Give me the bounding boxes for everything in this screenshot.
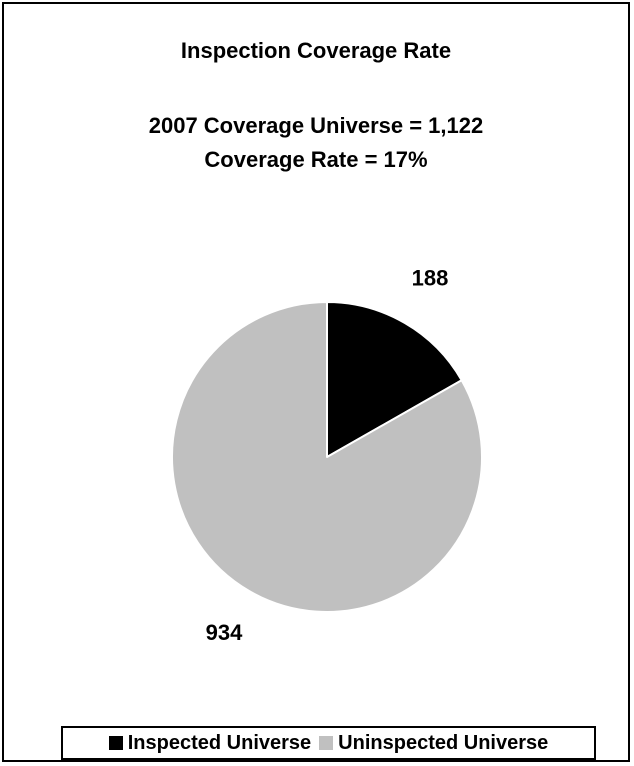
legend-swatch-inspected <box>108 736 123 750</box>
chart-title: Inspection Coverage Rate <box>180 38 452 63</box>
legend-label-uninspected: Uninspected Universe <box>338 731 549 754</box>
legend-label-inspected: Inspected Universe <box>127 731 312 754</box>
legend-swatch-uninspected <box>319 736 334 750</box>
chart-subtitle-rate: Coverage Rate = 17% <box>204 147 428 172</box>
legend-item-inspected: Inspected Universe <box>108 731 312 755</box>
data-label-uninspected: 934 <box>206 620 243 645</box>
legend: Inspected Universe Uninspected Universe <box>61 726 596 760</box>
data-label-inspected: 188 <box>412 266 449 291</box>
chart-subtitle-universe: 2007 Coverage Universe = 1,122 <box>148 113 484 138</box>
legend-item-uninspected: Uninspected Universe <box>319 732 548 755</box>
pie-slice-inspected <box>326 301 463 458</box>
pie-slice-uninspected <box>171 301 483 613</box>
